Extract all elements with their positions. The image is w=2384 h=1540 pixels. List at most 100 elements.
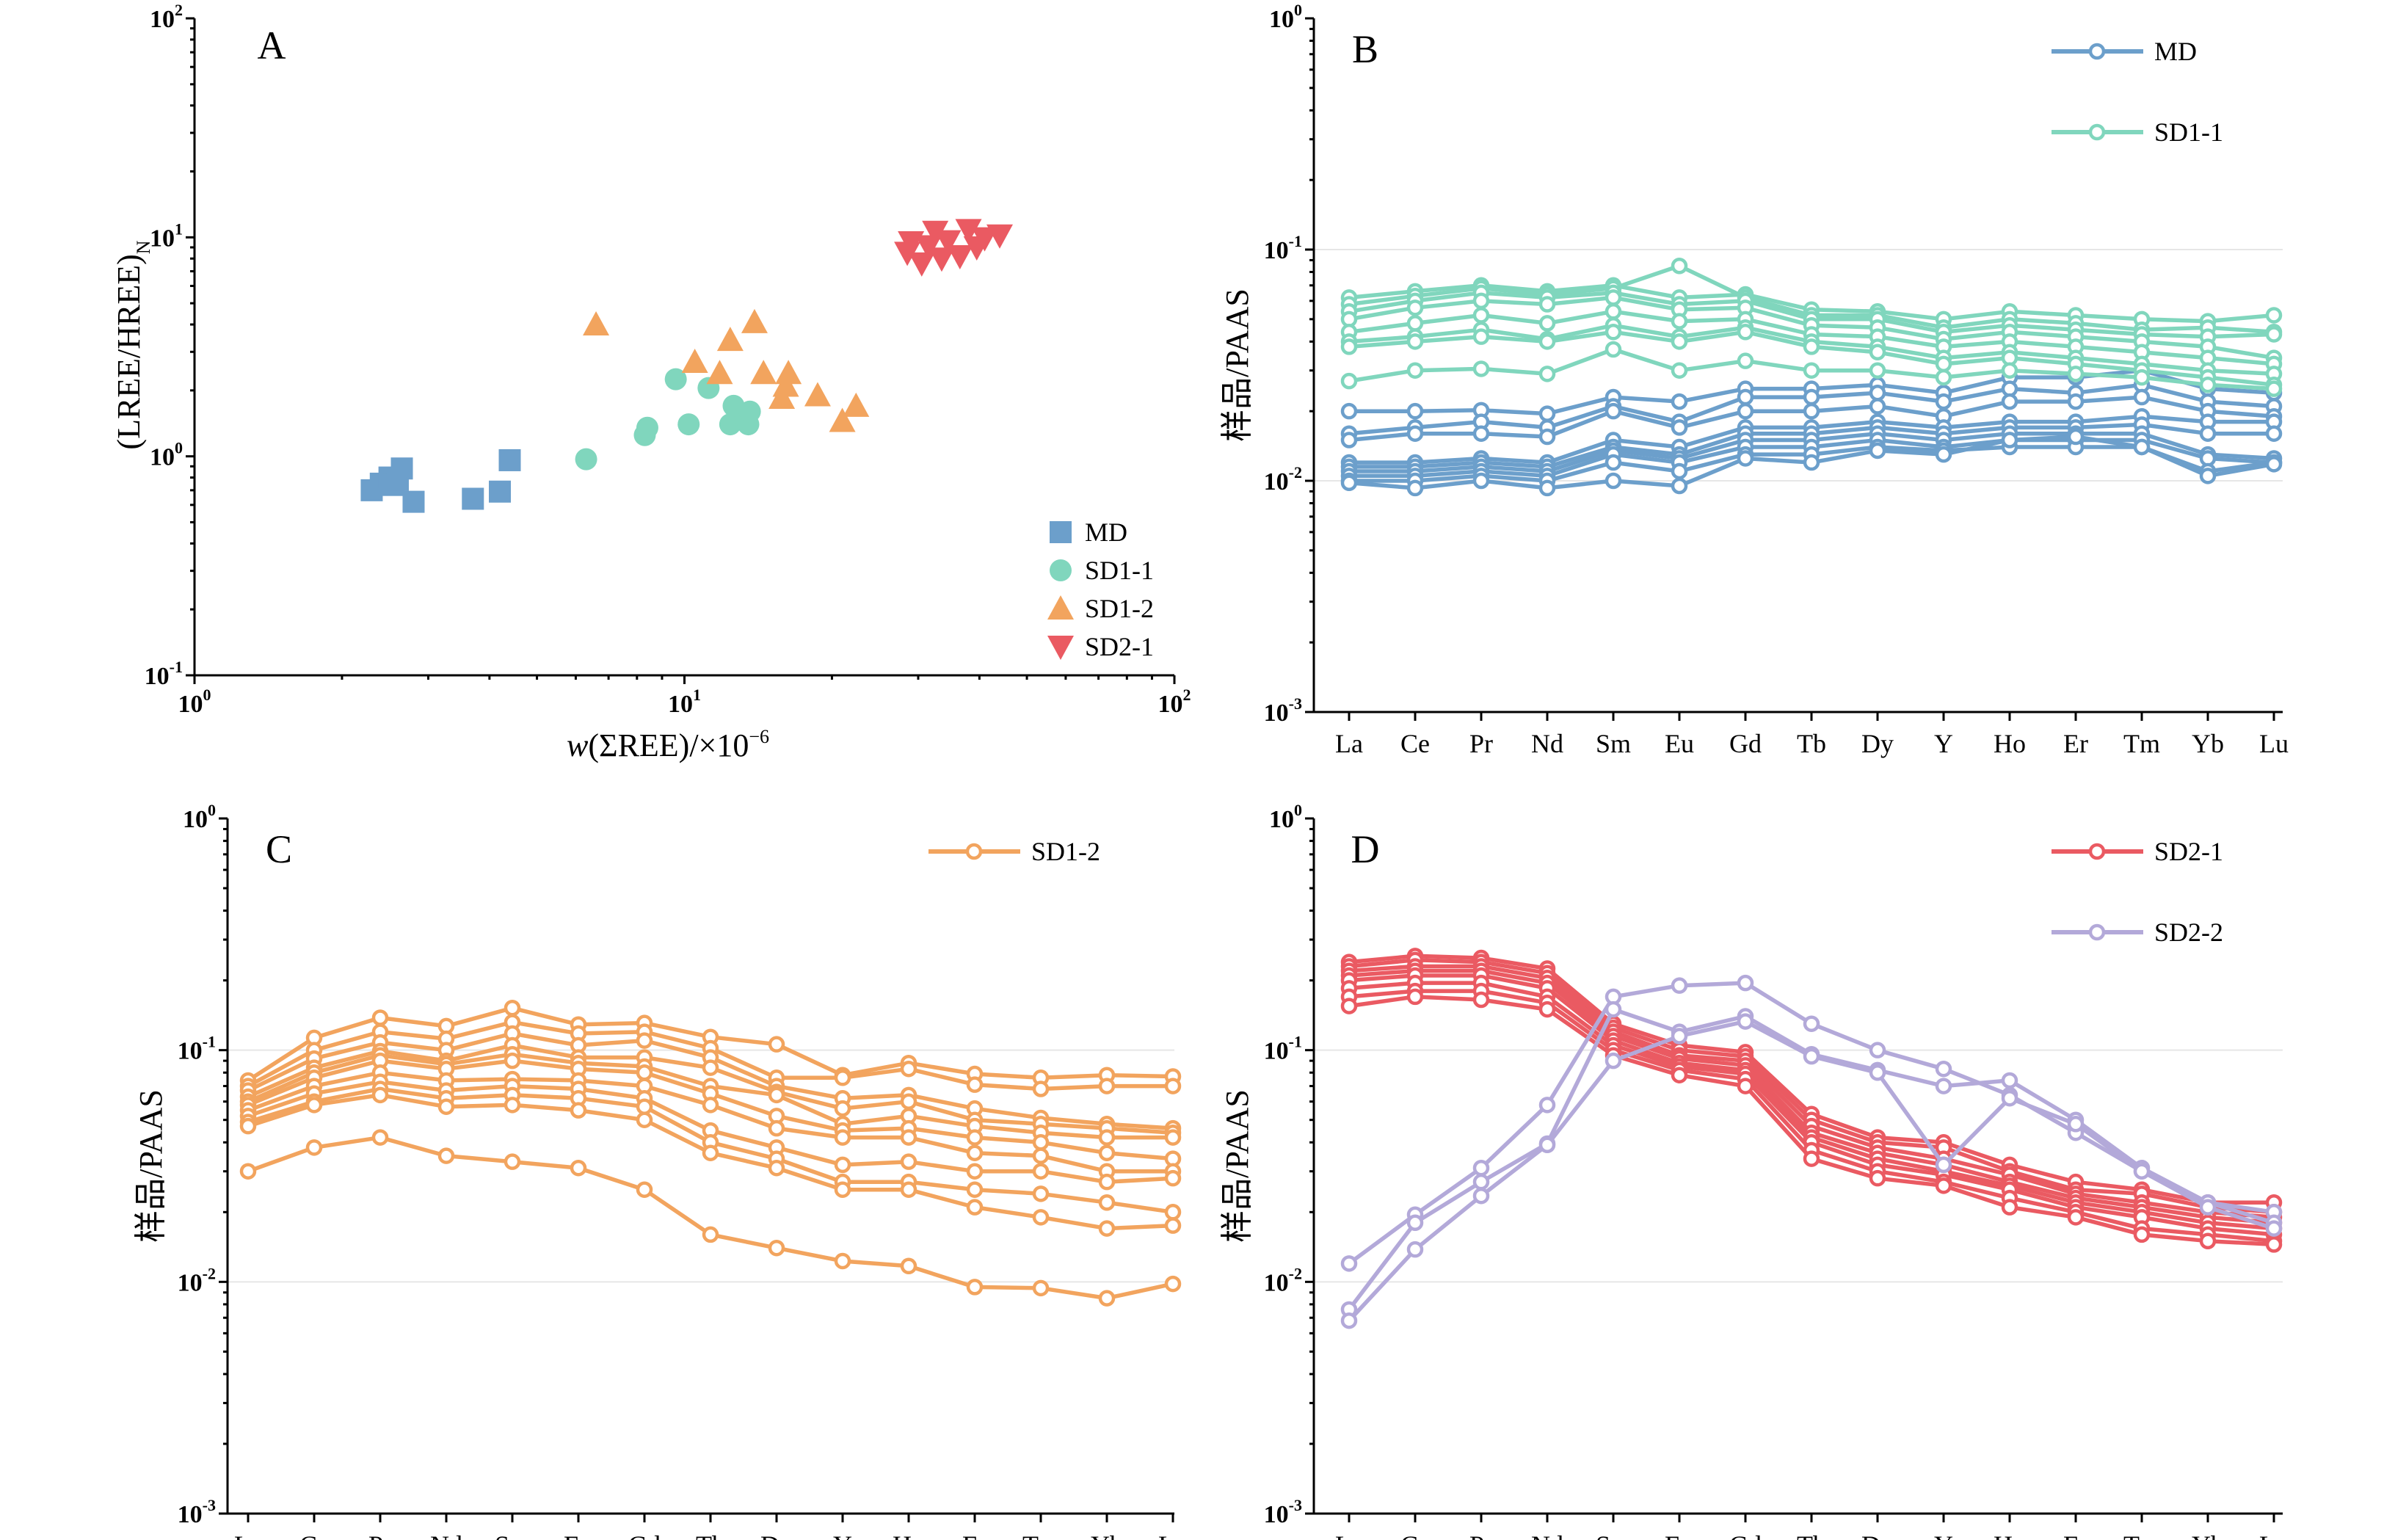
data-point-md	[1803, 402, 1820, 420]
data-point-sd1-2	[1032, 1147, 1050, 1164]
data-point-sd1-2	[1032, 1080, 1050, 1097]
data-point-md	[498, 448, 521, 471]
x-tick-label-sm: Sm	[1596, 1530, 1631, 1540]
data-point-sd1-2	[371, 1129, 389, 1146]
data-point-sd2-2	[1803, 1015, 1820, 1032]
legend-marker-sd2-2	[2088, 923, 2106, 941]
data-point-sd2-2	[1340, 1255, 1358, 1272]
data-point-sd1-2	[1098, 1290, 1116, 1307]
data-point-sd1-2	[1098, 1220, 1116, 1237]
data-point-sd1-2	[966, 1181, 984, 1198]
x-tick-label-sm: Sm	[495, 1530, 530, 1540]
data-point-sd1-1	[1538, 315, 1556, 332]
data-point-md	[1671, 477, 1688, 495]
data-point-sd1-1	[1737, 324, 1754, 341]
data-point-sd1-1	[1935, 368, 1952, 386]
data-point-sd1-2	[966, 1163, 984, 1180]
data-point-sd1-2	[1098, 1173, 1116, 1191]
data-point-sd1-1	[1605, 341, 1622, 358]
data-point-sd2-2	[1869, 1064, 1886, 1081]
data-point-sd1-1	[1340, 338, 1358, 355]
data-point-sd1-1	[1538, 366, 1556, 382]
data-point-sd1-2	[834, 1069, 851, 1086]
data-point-sd2-1	[955, 219, 982, 244]
x-tick-label-gd: Gd	[1729, 1530, 1762, 1540]
data-point-sd2-1	[1935, 1177, 1952, 1194]
data-point-sd1-2	[966, 1144, 984, 1161]
data-point-sd2-1	[2067, 1209, 2085, 1226]
panel-letter: A	[258, 23, 286, 68]
data-point-md	[1605, 402, 1622, 420]
data-point-sd1-2	[570, 1159, 587, 1177]
y-tick-label: 10-2	[1264, 1264, 1302, 1296]
data-point-sd1-1	[2265, 380, 2283, 397]
data-point-sd2-2	[2001, 1089, 2018, 1107]
data-point-sd2-1	[1869, 1169, 1886, 1187]
data-point-sd2-2	[2199, 1199, 2217, 1216]
data-point-sd1-2	[834, 1252, 851, 1270]
data-point-sd1-2	[1164, 1204, 1182, 1221]
data-point-md	[402, 490, 425, 513]
x-tick-label-er: Er	[962, 1530, 987, 1540]
x-tick-label-ce: Ce	[299, 1530, 329, 1540]
y-tick-label: 10-2	[1264, 463, 1302, 495]
data-point-sd1-2	[1098, 1194, 1116, 1211]
data-point-sd1-2	[1098, 1078, 1116, 1094]
data-point-sd1-1	[1671, 257, 1688, 275]
data-point-md	[1803, 454, 1820, 471]
x-tick-label-ho: Ho	[1994, 729, 2026, 758]
data-point-sd2-2	[1472, 1159, 1490, 1177]
data-point-sd1-1	[1406, 315, 1424, 332]
legend-label-sd1-1: SD1-1	[2154, 117, 2223, 147]
x-tick-label-yb: Yb	[1091, 1530, 1123, 1540]
x-tick-label-tb: Tb	[696, 1530, 725, 1540]
data-point-sd2-1	[934, 230, 962, 255]
x-tick-label-la: La	[1335, 729, 1363, 758]
data-point-sd1-2	[706, 360, 733, 385]
data-point-sd2-1	[2133, 1226, 2151, 1243]
x-tick-label-er: Er	[2063, 729, 2088, 758]
y-tick-label: 101	[150, 219, 183, 252]
x-tick-label-er: Er	[2063, 1530, 2088, 1540]
x-tick-label-la: La	[234, 1530, 262, 1540]
data-point-sd1-2	[900, 1257, 917, 1275]
data-point-md	[1869, 384, 1886, 402]
data-point-md	[2265, 456, 2283, 473]
x-tick-label-tm: Tm	[2123, 729, 2160, 758]
x-tick-label-ce: Ce	[1400, 1530, 1430, 1540]
legend-marker-sd2-1	[2088, 843, 2106, 860]
y-axis-title: 样品/PAAS	[133, 1089, 169, 1243]
data-point-sd1-2	[716, 327, 744, 352]
data-point-sd2-2	[1340, 1312, 1358, 1329]
legend-label-sd2-1: SD2-1	[2154, 837, 2223, 866]
x-tick-label-nd: Nd	[1531, 729, 1563, 758]
legend-label-sd1-2: SD1-2	[1085, 594, 1154, 623]
x-tick-label-la: La	[1335, 1530, 1363, 1540]
legend-label-sd2-1: SD2-1	[1085, 632, 1154, 661]
data-point-sd1-2	[843, 392, 870, 417]
data-point-sd1-2	[1098, 1129, 1116, 1146]
data-point-sd2-2	[1935, 1060, 1952, 1078]
data-point-sd1-2	[900, 1129, 917, 1146]
data-point-sd1-1	[1472, 360, 1490, 377]
data-point-md	[1869, 442, 1886, 460]
y-tick-label: 10-3	[1264, 1496, 1302, 1528]
y-tick-label: 100	[1269, 1, 1302, 33]
data-point-sd2-1	[1803, 1150, 1820, 1167]
data-point-sd2-1	[2265, 1236, 2283, 1253]
y-tick-label: 10-2	[178, 1264, 216, 1296]
data-point-sd2-1	[1340, 998, 1358, 1014]
x-tick-label: 102	[1158, 686, 1191, 718]
data-point-sd1-2	[900, 1153, 917, 1170]
data-point-sd1-2	[1164, 1078, 1182, 1094]
data-point-sd1-2	[900, 1093, 917, 1110]
x-tick-label-ho: Ho	[1994, 1530, 2026, 1540]
data-point-md	[1340, 432, 1358, 448]
data-point-sd1-2	[966, 1199, 984, 1216]
data-point-sd1-1	[2067, 366, 2085, 382]
y-tick-label: 10-3	[1264, 694, 1302, 727]
legend-label-sd2-2: SD2-2	[2154, 918, 2223, 947]
data-point-sd2-2	[1472, 1173, 1490, 1191]
